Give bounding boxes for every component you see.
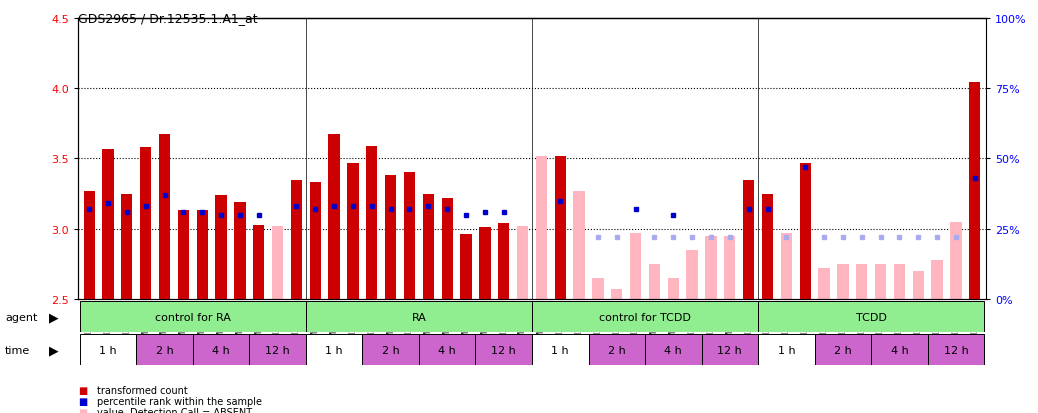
Bar [706,236,716,299]
Text: control for TCDD: control for TCDD [599,312,691,322]
Bar [815,335,871,366]
Bar [758,335,815,366]
Bar [366,146,378,299]
Bar [498,223,510,299]
Text: 2 h: 2 h [382,345,400,355]
Text: 12 h: 12 h [491,345,516,355]
Bar [362,335,419,366]
Text: 1 h: 1 h [551,345,569,355]
Text: value, Detection Call = ABSENT: value, Detection Call = ABSENT [97,407,251,413]
Text: 2 h: 2 h [608,345,626,355]
Bar [309,183,321,299]
Bar [235,202,246,299]
Bar [758,301,984,332]
Text: control for RA: control for RA [155,312,230,322]
Bar [83,191,94,299]
Text: agent: agent [5,312,37,322]
Bar [573,191,584,299]
Bar [348,163,358,299]
Bar [441,198,453,299]
Bar [475,335,531,366]
Text: time: time [5,345,30,355]
Bar [531,335,589,366]
Bar [894,264,905,299]
Text: 1 h: 1 h [777,345,795,355]
Bar [216,195,226,299]
Bar [667,278,679,299]
Bar [253,225,265,299]
Text: 12 h: 12 h [944,345,968,355]
Bar [762,194,773,299]
Bar [80,301,306,332]
Bar [818,268,829,299]
Bar [743,180,755,299]
Text: ■: ■ [78,407,87,413]
Bar [306,301,531,332]
Bar [306,335,362,366]
Bar [702,335,758,366]
Bar [328,135,339,299]
Text: ▶: ▶ [49,344,59,356]
Bar [725,236,736,299]
Bar [912,271,924,299]
Bar [554,156,566,299]
Text: 1 h: 1 h [100,345,117,355]
Bar [593,278,603,299]
Text: ■: ■ [78,396,87,406]
Text: ■: ■ [78,385,87,395]
Bar [931,260,943,299]
Text: RA: RA [411,312,427,322]
Bar [103,149,113,299]
Bar [121,194,133,299]
Bar [480,228,491,299]
Bar [461,235,471,299]
Bar [969,83,981,299]
Bar [385,176,397,299]
Bar [630,233,641,299]
Bar [951,222,961,299]
Bar [649,264,660,299]
Bar [422,194,434,299]
Bar [140,148,152,299]
Text: 2 h: 2 h [834,345,852,355]
Bar [536,156,547,299]
Text: 1 h: 1 h [325,345,343,355]
Text: 12 h: 12 h [266,345,290,355]
Bar [249,335,306,366]
Text: 2 h: 2 h [156,345,173,355]
Bar [781,233,792,299]
Bar [799,163,811,299]
Bar [838,264,848,299]
Bar [80,335,136,366]
Text: TCDD: TCDD [855,312,886,322]
Text: 12 h: 12 h [717,345,742,355]
Text: transformed count: transformed count [97,385,187,395]
Bar [531,301,758,332]
Bar [419,335,475,366]
Bar [177,211,189,299]
Bar [686,250,698,299]
Bar [928,335,984,366]
Text: 4 h: 4 h [664,345,682,355]
Text: 4 h: 4 h [891,345,908,355]
Bar [196,211,208,299]
Bar [611,290,623,299]
Bar [159,135,170,299]
Bar [272,226,283,299]
Bar [291,180,302,299]
Bar [136,335,193,366]
Bar [871,335,928,366]
Text: percentile rank within the sample: percentile rank within the sample [97,396,262,406]
Bar [645,335,702,366]
Bar [517,226,528,299]
Text: ▶: ▶ [49,311,59,323]
Bar [193,335,249,366]
Bar [589,335,645,366]
Bar [404,173,415,299]
Text: 4 h: 4 h [212,345,230,355]
Text: GDS2965 / Dr.12535.1.A1_at: GDS2965 / Dr.12535.1.A1_at [78,12,257,25]
Bar [856,264,868,299]
Bar [875,264,886,299]
Text: 4 h: 4 h [438,345,456,355]
